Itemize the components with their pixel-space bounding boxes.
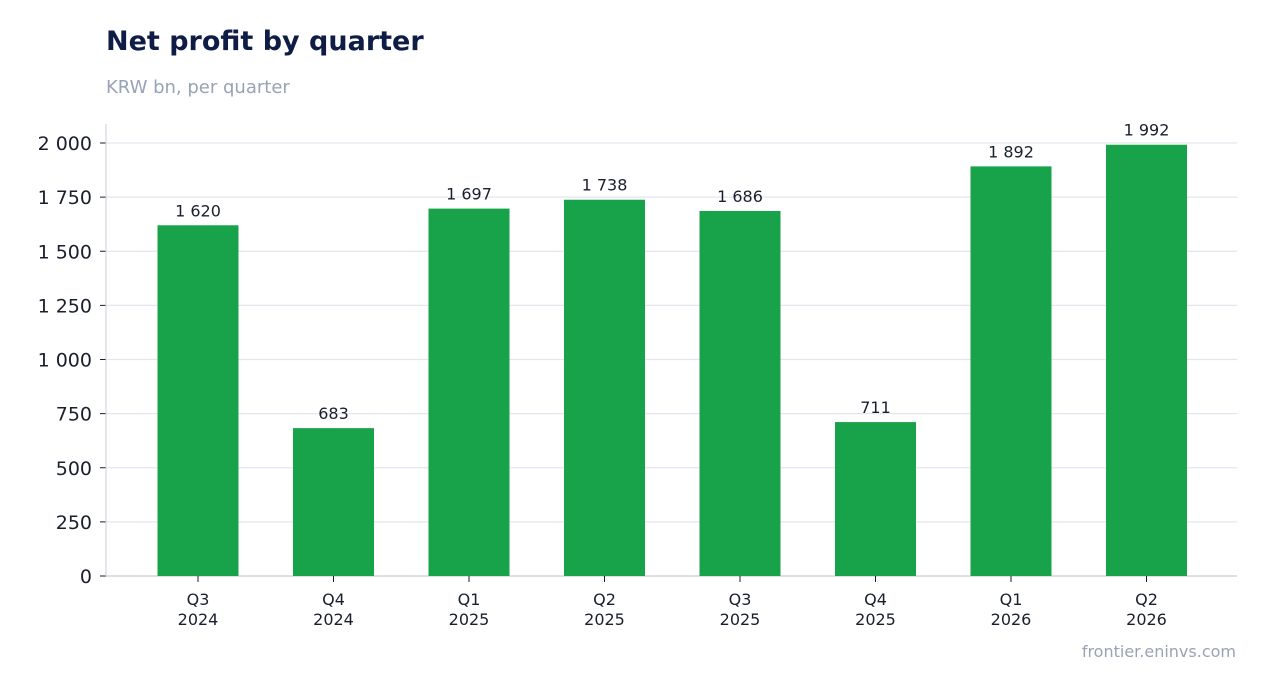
axes xyxy=(100,124,1237,582)
data-label: 1 697 xyxy=(446,185,492,204)
chart-subtitle: KRW bn, per quarter xyxy=(106,77,290,98)
bar xyxy=(835,422,916,576)
data-label: 683 xyxy=(318,404,349,423)
x-tick-label: 2026 xyxy=(1126,610,1167,629)
x-tick-label: Q1 xyxy=(1000,590,1023,609)
data-label: 1 992 xyxy=(1124,121,1170,140)
grid-lines xyxy=(106,142,1237,523)
x-tick-label: 2025 xyxy=(449,610,490,629)
x-tick-label: Q2 xyxy=(1135,590,1158,609)
x-tick-label: 2026 xyxy=(991,610,1032,629)
y-tick-label: 1 750 xyxy=(38,187,92,209)
y-tick-label: 750 xyxy=(56,404,92,426)
y-tick-label: 2 000 xyxy=(38,133,92,155)
bar xyxy=(564,199,645,576)
x-tick-label: Q2 xyxy=(593,590,616,609)
data-label: 711 xyxy=(860,398,891,417)
x-tick-label: 2025 xyxy=(584,610,625,629)
x-tick-label: Q3 xyxy=(729,590,752,609)
labels: 0 250 500 750 1 000 1 250 1 500 1 750 2 000 1 620… xyxy=(38,121,1170,629)
x-tick-label: 2025 xyxy=(720,610,761,629)
bar xyxy=(428,208,510,577)
x-tick-label: 2024 xyxy=(313,610,354,629)
x-tick-label: 2025 xyxy=(855,610,896,629)
x-tick-label: Q1 xyxy=(458,590,481,609)
x-tick-label: 2024 xyxy=(178,610,219,629)
x-tick-label: Q3 xyxy=(187,590,210,609)
y-tick-label: 500 xyxy=(56,458,92,480)
bars xyxy=(157,144,1187,577)
bar xyxy=(699,210,781,576)
bar xyxy=(157,225,239,576)
y-tick-label: 0 xyxy=(80,566,92,588)
data-label: 1 738 xyxy=(582,176,628,195)
data-label: 1 620 xyxy=(175,201,221,220)
y-tick-label: 1 250 xyxy=(38,295,92,317)
y-tick-label: 1 500 xyxy=(38,241,92,263)
y-tick-label: 1 000 xyxy=(38,350,92,372)
bar xyxy=(970,166,1052,576)
data-label: 1 686 xyxy=(717,187,763,206)
chart-title: Net profit by quarter xyxy=(106,26,424,57)
data-label: 1 892 xyxy=(988,142,1034,161)
y-tick-label: 250 xyxy=(56,512,92,534)
source-credit: frontier.eninvs.com xyxy=(1081,642,1236,661)
bar xyxy=(293,428,374,576)
x-tick-label: Q4 xyxy=(864,590,887,609)
bar xyxy=(1106,144,1187,576)
x-tick-label: Q4 xyxy=(322,590,345,609)
